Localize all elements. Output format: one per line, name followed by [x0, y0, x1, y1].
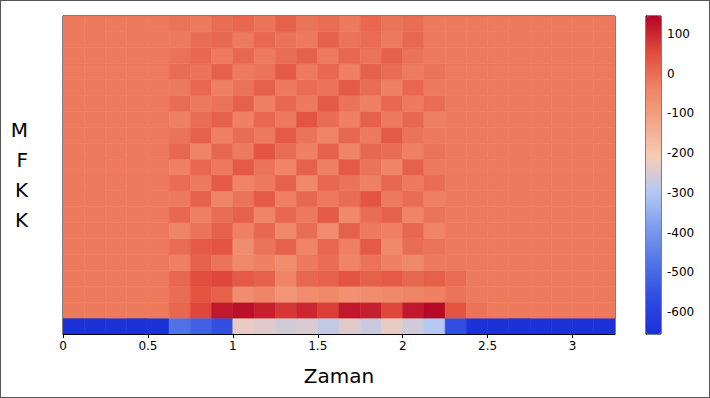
svg-text:1.5: 1.5	[308, 339, 327, 353]
svg-text:-500: -500	[667, 265, 694, 279]
svg-text:-600: -600	[667, 305, 694, 319]
svg-text:M: M	[11, 118, 28, 142]
svg-text:0: 0	[667, 67, 675, 81]
svg-text:-300: -300	[667, 186, 694, 200]
svg-text:-100: -100	[667, 106, 694, 120]
svg-text:K: K	[15, 208, 29, 232]
svg-text:K: K	[15, 178, 29, 202]
svg-text:100: 100	[667, 27, 690, 41]
svg-text:F: F	[16, 148, 28, 172]
svg-text:Zaman: Zaman	[304, 364, 374, 388]
svg-text:-200: -200	[667, 146, 694, 160]
svg-text:0: 0	[59, 339, 67, 353]
svg-text:3: 3	[569, 339, 577, 353]
svg-text:2.5: 2.5	[478, 339, 497, 353]
svg-text:1: 1	[229, 339, 237, 353]
svg-text:-400: -400	[667, 226, 694, 240]
svg-text:2: 2	[399, 339, 407, 353]
svg-text:0.5: 0.5	[138, 339, 157, 353]
